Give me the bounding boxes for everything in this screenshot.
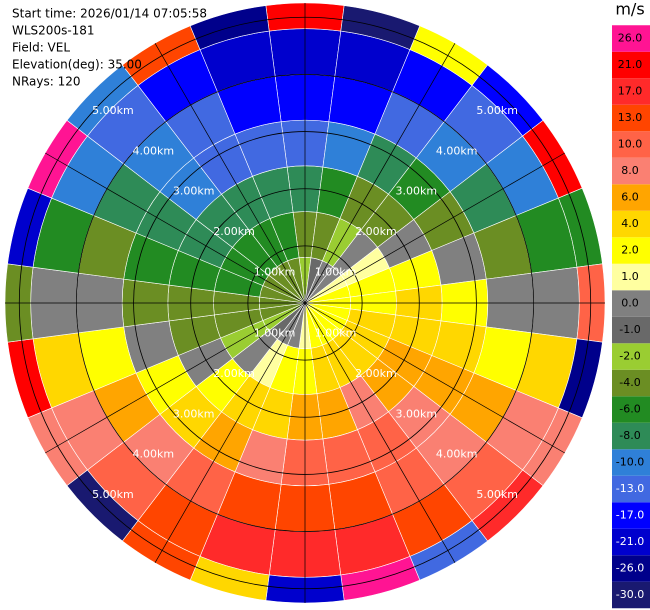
colorbar-label: 8.0 xyxy=(621,164,639,177)
range-label: 4.00km xyxy=(132,448,174,461)
colorbar-band xyxy=(612,343,650,370)
colorbar-label: 2.0 xyxy=(621,244,639,257)
range-label: 3.00km xyxy=(173,407,215,420)
range-label: 3.00km xyxy=(173,185,215,198)
range-label: 4.00km xyxy=(436,144,478,157)
range-label: 5.00km xyxy=(92,104,134,117)
colorbar-label: 10.0 xyxy=(618,138,643,151)
range-label: 2.00km xyxy=(213,225,255,238)
colorbar-label: -1.0 xyxy=(619,323,640,336)
colorbar-label: 6.0 xyxy=(621,191,639,204)
colorbar-band xyxy=(612,104,650,132)
colorbar-band xyxy=(612,78,650,105)
colorbar-label: 17.0 xyxy=(618,85,643,98)
colorbar-band xyxy=(612,475,650,503)
range-label: 2.00km xyxy=(355,367,397,380)
colorbar-label: 0.0 xyxy=(621,297,639,310)
spoke xyxy=(154,302,306,563)
colorbar-label: 1.0 xyxy=(621,270,639,283)
spoke xyxy=(304,43,456,304)
colorbar-band xyxy=(612,316,650,344)
range-ring xyxy=(76,74,534,532)
range-ring xyxy=(190,188,420,418)
colorbar-label: 13.0 xyxy=(618,111,643,124)
range-ring xyxy=(247,245,363,361)
colorbar-band xyxy=(612,210,650,238)
overlay: 1.00km 1.00km 1.00km 1.00km 2.00km 2.00km 2.00… xyxy=(5,3,605,603)
colorbar-label: -6.0 xyxy=(619,403,640,416)
colorbar-label: -13.0 xyxy=(616,482,644,495)
range-label: 2.00km xyxy=(355,225,397,238)
colorbar-label: 21.0 xyxy=(618,58,643,71)
range-label: 3.00km xyxy=(396,407,438,420)
range-label: 1.00km xyxy=(315,265,357,278)
colorbar-label: -4.0 xyxy=(619,376,640,389)
header-line: Start time: 2026/01/14 07:05:58 xyxy=(12,7,207,21)
colorbar-band xyxy=(612,449,650,476)
header-line: Elevation(deg): 35.00 xyxy=(12,58,142,72)
header-line: Field: VEL xyxy=(12,41,70,55)
colorbar-band xyxy=(612,25,650,52)
colorbar-band xyxy=(612,131,650,158)
colorbar-band xyxy=(612,502,650,529)
range-label: 1.00km xyxy=(254,265,296,278)
colorbar-band xyxy=(612,237,650,264)
colorbar-band xyxy=(612,157,650,185)
colorbar-label: -30.0 xyxy=(616,588,644,601)
range-label: 4.00km xyxy=(132,144,174,157)
spoke xyxy=(45,302,306,454)
range-ring xyxy=(133,131,477,475)
colorbar: -30.0 -26.0 -21.0 -17.0 -13.0 -10.0 -8.0 -6.0 -4… xyxy=(612,25,650,609)
header-line: WLS200s-181 xyxy=(12,24,95,38)
colorbar-band xyxy=(612,422,650,450)
spoke xyxy=(154,43,306,304)
range-label: 5.00km xyxy=(476,104,518,117)
header-line: NRays: 120 xyxy=(12,75,81,89)
colorbar-label: -21.0 xyxy=(616,535,644,548)
colorbar-title: m/s xyxy=(615,0,644,19)
colorbar-label: -26.0 xyxy=(616,562,644,575)
spoke xyxy=(304,152,565,304)
range-label: 4.00km xyxy=(436,448,478,461)
range-label: 1.00km xyxy=(254,327,296,340)
spoke xyxy=(304,302,565,454)
range-label: 2.00km xyxy=(213,367,255,380)
colorbar-band xyxy=(612,51,650,79)
colorbar-label: 26.0 xyxy=(618,32,643,45)
colorbar-band xyxy=(612,528,650,556)
range-label: 1.00km xyxy=(315,327,357,340)
range-label: 3.00km xyxy=(396,185,438,198)
colorbar-band xyxy=(612,184,650,211)
colorbar-band xyxy=(612,581,650,609)
colorbar-band xyxy=(612,555,650,582)
range-label: 5.00km xyxy=(476,488,518,501)
range-label: 5.00km xyxy=(92,488,134,501)
colorbar-label: -8.0 xyxy=(619,429,640,442)
colorbar-label: -10.0 xyxy=(616,456,644,469)
colorbar-label: -2.0 xyxy=(619,350,640,363)
colorbar-band xyxy=(612,396,650,423)
spoke xyxy=(45,152,306,304)
range-ring xyxy=(18,16,592,590)
spoke xyxy=(304,302,456,563)
colorbar-band xyxy=(612,290,650,317)
colorbar-band xyxy=(612,369,650,397)
colorbar-label: -17.0 xyxy=(616,509,644,522)
colorbar-band xyxy=(612,263,650,291)
colorbar-label: 4.0 xyxy=(621,217,639,230)
